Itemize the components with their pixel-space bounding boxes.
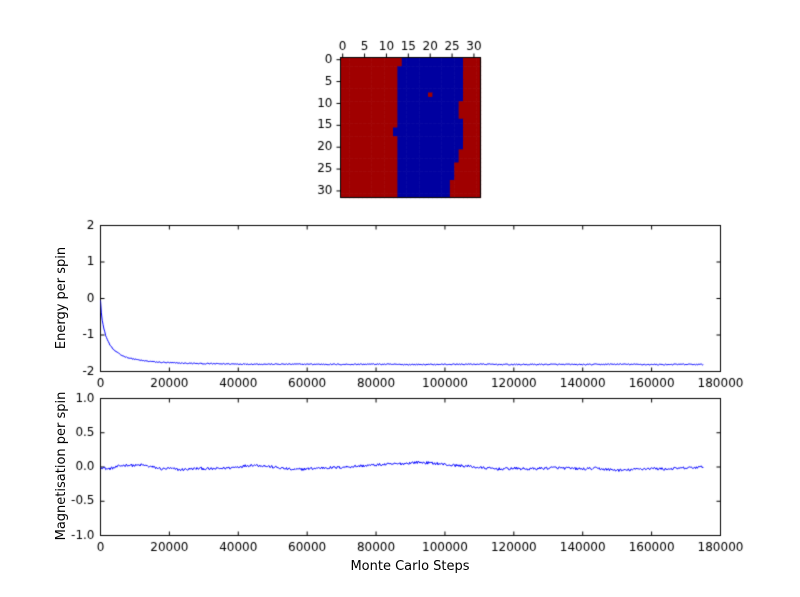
- ising-simulation-figure: Energy per spin Magnetisation per spin M…: [0, 0, 800, 597]
- figure-canvas: [0, 0, 800, 597]
